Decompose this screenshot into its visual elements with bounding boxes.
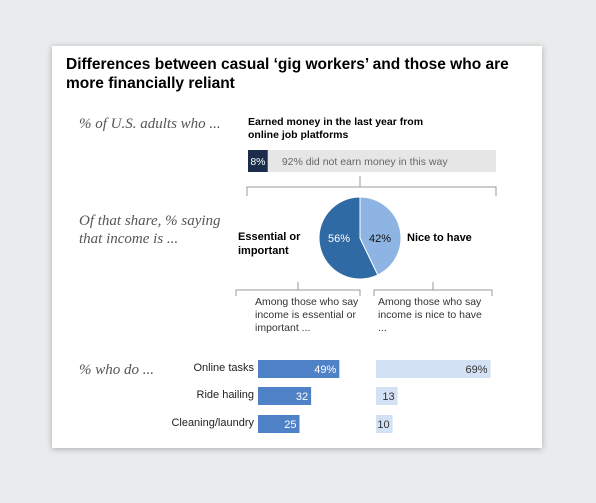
category-label-cleaning: Cleaning/laundry [171,417,254,429]
bar-essential-2 [258,415,300,433]
bar-label-nice-1: 13 [382,391,394,403]
bar-nice-2 [376,415,393,433]
chart-title: Differences between casual ‘gig workers’… [66,56,509,92]
stacked-label-earned: 8% [250,156,265,168]
bars-essential: 49% 32 25 [258,360,340,433]
stacked-bar-not-earned [267,150,496,172]
bar-nice-1 [376,387,398,405]
category-label-online-tasks: Online tasks [193,362,254,374]
legend-nice: Nice to have [407,232,472,244]
platforms-header: Earned money in the last year from onlin… [248,116,424,141]
bar-label-essential-0: 49% [314,364,336,376]
pie-slice-essential [318,196,379,280]
pie-slice-nice [359,196,402,276]
category-label-ride-hailing: Ride hailing [196,389,254,401]
row-label-adults: % of U.S. adults who ... [79,116,221,132]
bracket-left [235,282,361,296]
bar-label-nice-2: 10 [377,419,389,431]
bar-label-essential-1: 32 [296,391,308,403]
row-label-share: Of that share, % saying that income is .… [79,213,221,247]
legend-essential: Essential or important [238,231,301,257]
stacked-label-not-earned: 92% did not earn money in this way [282,156,449,168]
bar-label-nice-0: 69% [466,364,488,376]
stacked-bar-earned [248,150,268,172]
bracket-right [373,282,493,296]
bar-essential-1 [258,387,312,405]
chart-card: Differences between casual ‘gig workers’… [52,46,542,448]
pie-label-nice: 42% [369,233,391,245]
bar-nice-0 [376,360,491,378]
bar-essential-0 [258,360,340,378]
chart-graphics: 8% 92% did not earn money in this way 56… [235,150,497,433]
bars-nice: 69% 13 10 [376,360,491,433]
row-label-who-do: % who do ... [79,362,154,378]
bar-label-essential-2: 25 [284,419,296,431]
group-header-essential: Among those who say income is essential … [255,296,359,334]
pie-label-essential: 56% [328,233,350,245]
bracket-top [246,176,497,196]
group-header-nice: Among those who say income is nice to ha… [378,296,482,334]
